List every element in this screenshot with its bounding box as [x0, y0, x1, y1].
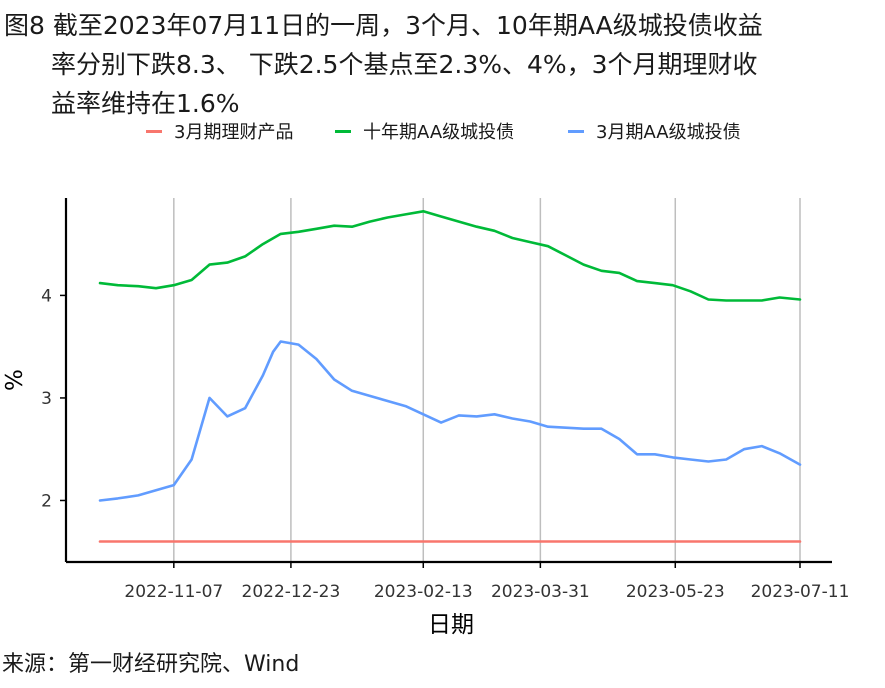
y-tick-label-0: 2 — [41, 491, 52, 511]
y-axis-title: % — [2, 369, 28, 391]
x-tick-label-1: 2022-12-23 — [242, 582, 341, 602]
source-note: 来源：第一财经研究院、Wind — [2, 652, 300, 677]
x-tick-label-5: 2023-07-11 — [751, 582, 850, 602]
legend-swatch-3m-aa-bond — [568, 129, 584, 133]
legend-label-3m-aa-bond: 3月期AA级城投债 — [596, 122, 741, 143]
x-tick-label-4: 2023-05-23 — [626, 582, 725, 602]
x-tick-label-2: 2023-02-13 — [374, 582, 473, 602]
x-tick-label-0: 2022-11-07 — [124, 582, 223, 602]
title-line-1: 图8 截至2023年07月11日的一周，3个月、10年期AA级城投债收益 — [4, 11, 763, 40]
y-tick-label-1: 3 — [41, 389, 52, 409]
legend-item-10y-aa-bond: 十年期AA级城投债 — [335, 118, 514, 144]
title-line-3: 益率维持在1.6% — [51, 89, 240, 118]
x-axis-title: 日期 — [428, 612, 474, 638]
legend-label-wealth-product: 3月期理财产品 — [174, 122, 294, 143]
legend-item-wealth-product: 3月期理财产品 — [146, 118, 293, 144]
legend-label-10y-aa-bond: 十年期AA级城投债 — [363, 122, 515, 143]
legend-item-3m-aa-bond: 3月期AA级城投债 — [568, 118, 741, 144]
x-tick-label-3: 2023-03-31 — [491, 582, 590, 602]
legend-swatch-wealth-product — [146, 129, 162, 133]
title-line-2: 率分别下跌8.3、 下跌2.5个基点至2.3%、4%，3个月期理财收 — [51, 50, 758, 79]
chart-title: 图8 截至2023年07月11日的一周，3个月、10年期AA级城投债收益 率分别… — [4, 6, 880, 123]
series-line-3m-aa-bond — [98, 340, 802, 502]
legend: 3月期理财产品 十年期AA级城投债 3月期AA级城投债 — [0, 118, 885, 144]
y-tick-label-2: 4 — [41, 286, 52, 306]
series-line-10y-aa-bond — [98, 210, 802, 302]
legend-swatch-10y-aa-bond — [335, 129, 351, 133]
